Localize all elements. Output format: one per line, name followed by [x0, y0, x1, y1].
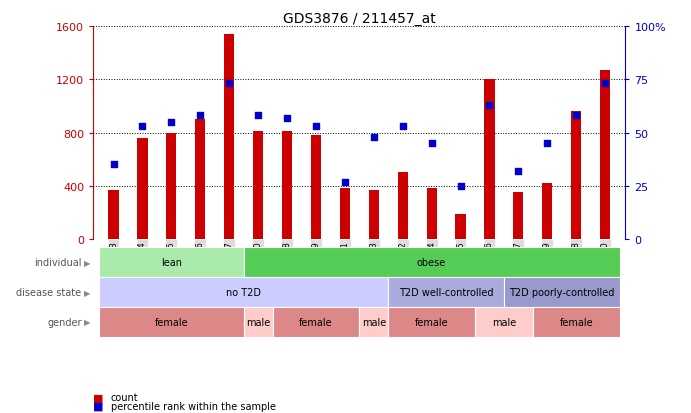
Bar	[571, 112, 581, 240]
Point	[571, 113, 582, 119]
Point	[137, 123, 148, 130]
Text: lean: lean	[161, 258, 182, 268]
Bar	[600, 71, 610, 240]
Text: female: female	[299, 317, 333, 327]
Text: ▶: ▶	[84, 288, 90, 297]
Bar	[138, 138, 147, 240]
Point	[281, 115, 292, 121]
Text: count: count	[111, 392, 138, 402]
Text: percentile rank within the sample: percentile rank within the sample	[111, 401, 276, 411]
Point	[253, 113, 264, 119]
Point	[426, 140, 437, 147]
Text: female: female	[155, 317, 188, 327]
Text: individual: individual	[34, 258, 82, 268]
Text: no T2D: no T2D	[226, 287, 261, 297]
Point	[513, 168, 524, 175]
Text: ■: ■	[93, 401, 104, 411]
Point	[195, 113, 206, 119]
Bar	[340, 189, 350, 240]
Text: ▶: ▶	[84, 318, 90, 327]
Point	[600, 81, 611, 88]
Text: female: female	[560, 317, 593, 327]
Text: T2D well-controlled: T2D well-controlled	[399, 287, 493, 297]
Bar	[426, 189, 437, 240]
Bar	[397, 173, 408, 240]
Point	[108, 162, 119, 169]
Bar	[253, 132, 263, 240]
Point	[397, 123, 408, 130]
Bar	[167, 133, 176, 240]
Text: female: female	[415, 317, 448, 327]
Bar	[513, 193, 523, 240]
Bar	[311, 136, 321, 240]
Title: GDS3876 / 211457_at: GDS3876 / 211457_at	[283, 12, 436, 26]
Bar	[196, 120, 205, 240]
Text: T2D poorly-controlled: T2D poorly-controlled	[509, 287, 614, 297]
Point	[484, 102, 495, 109]
Point	[166, 119, 177, 126]
Text: ■: ■	[93, 392, 104, 402]
Point	[542, 140, 553, 147]
Point	[310, 123, 321, 130]
Bar	[542, 184, 552, 240]
Point	[368, 134, 379, 141]
Bar	[282, 132, 292, 240]
Text: disease state: disease state	[17, 287, 82, 297]
Text: ▶: ▶	[84, 258, 90, 267]
Bar	[369, 190, 379, 240]
Text: gender: gender	[47, 317, 82, 327]
Point	[455, 183, 466, 190]
Point	[339, 179, 350, 185]
Bar	[224, 35, 234, 240]
Text: obese: obese	[417, 258, 446, 268]
Bar	[484, 80, 495, 240]
Bar	[455, 214, 466, 240]
Bar	[108, 190, 119, 240]
Text: male: male	[246, 317, 270, 327]
Point	[224, 81, 235, 88]
Text: male: male	[492, 317, 516, 327]
Text: male: male	[361, 317, 386, 327]
